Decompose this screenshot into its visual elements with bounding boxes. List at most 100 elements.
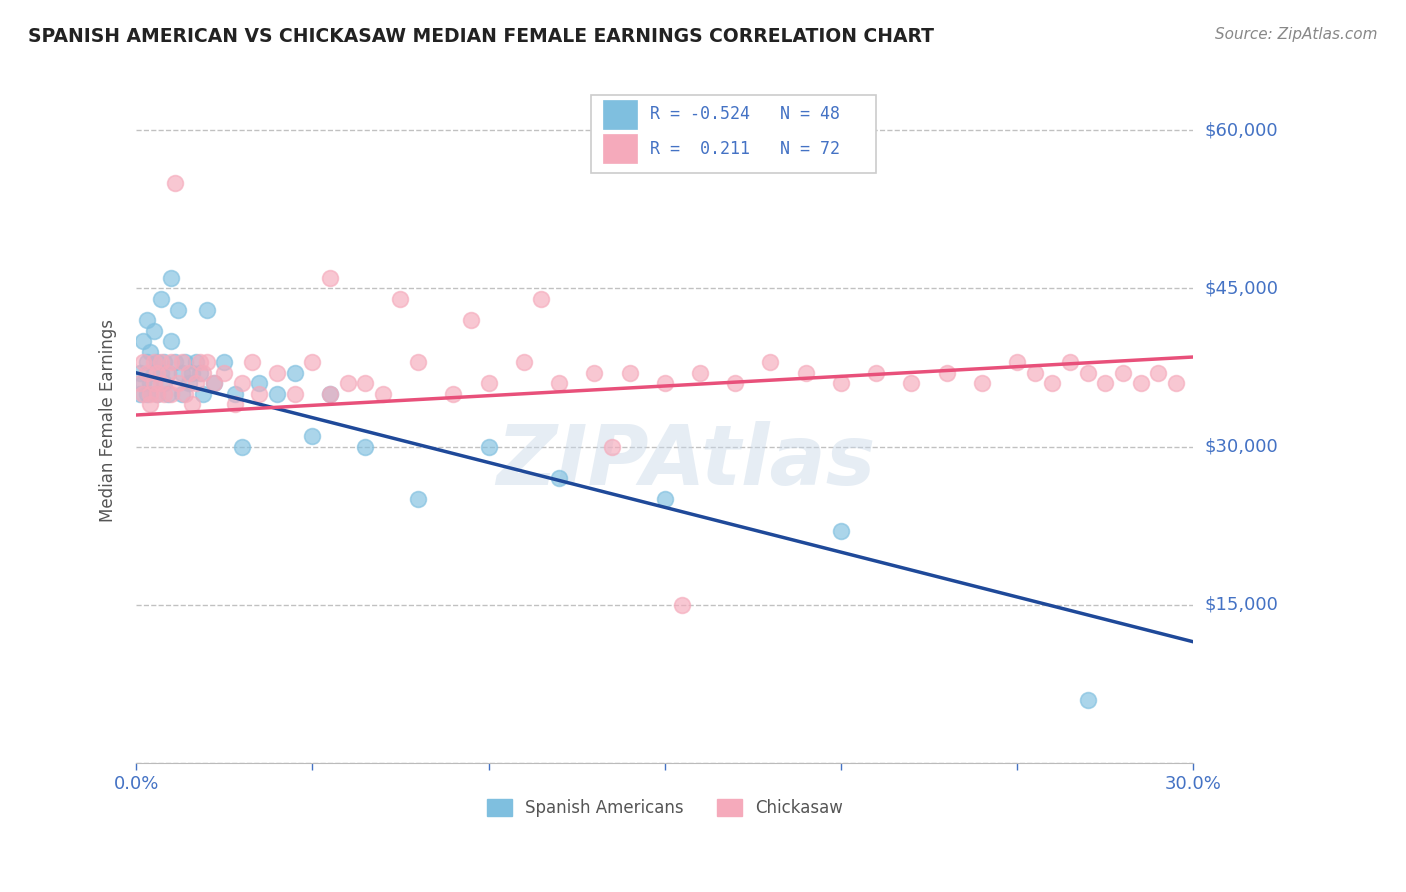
Point xyxy=(406,355,429,369)
Point xyxy=(163,176,186,190)
Point xyxy=(301,355,323,369)
Point xyxy=(142,355,165,369)
Point xyxy=(149,292,172,306)
Point xyxy=(191,366,214,380)
Point xyxy=(149,355,172,369)
Point xyxy=(139,376,162,391)
Point xyxy=(212,355,235,369)
Point xyxy=(548,471,571,485)
Point xyxy=(1077,693,1099,707)
Point xyxy=(619,366,641,380)
Point xyxy=(724,376,747,391)
FancyBboxPatch shape xyxy=(603,100,637,128)
Point xyxy=(935,366,957,380)
Point xyxy=(406,492,429,507)
Point xyxy=(195,355,218,369)
Text: ZIPAtlas: ZIPAtlas xyxy=(496,421,876,502)
Point xyxy=(160,271,183,285)
Point xyxy=(865,366,887,380)
Text: SPANISH AMERICAN VS CHICKASAW MEDIAN FEMALE EARNINGS CORRELATION CHART: SPANISH AMERICAN VS CHICKASAW MEDIAN FEM… xyxy=(28,27,934,45)
Point xyxy=(389,292,412,306)
Point xyxy=(202,376,225,391)
Point xyxy=(284,366,307,380)
Point xyxy=(156,366,179,380)
Point xyxy=(900,376,922,391)
Point xyxy=(266,366,288,380)
Point xyxy=(212,366,235,380)
Point xyxy=(249,376,271,391)
Point xyxy=(156,366,179,380)
Point xyxy=(671,598,693,612)
Point xyxy=(1147,366,1170,380)
Text: $15,000: $15,000 xyxy=(1205,596,1278,614)
Point xyxy=(142,324,165,338)
Point xyxy=(149,366,172,380)
Legend: Spanish Americans, Chickasaw: Spanish Americans, Chickasaw xyxy=(479,792,849,823)
Point xyxy=(600,440,623,454)
Point xyxy=(1094,376,1116,391)
Point xyxy=(153,376,176,391)
Point xyxy=(156,387,179,401)
Text: R =  0.211   N = 72: R = 0.211 N = 72 xyxy=(650,140,839,158)
Point xyxy=(177,376,200,391)
Point xyxy=(1024,366,1046,380)
Point xyxy=(830,376,852,391)
Point xyxy=(188,366,211,380)
Point xyxy=(1077,366,1099,380)
Point xyxy=(160,334,183,348)
Text: $30,000: $30,000 xyxy=(1205,438,1278,456)
Point xyxy=(970,376,993,391)
Point xyxy=(135,313,157,327)
Point xyxy=(132,334,155,348)
Point xyxy=(181,397,204,411)
Point xyxy=(181,366,204,380)
Point xyxy=(301,429,323,443)
Point xyxy=(548,376,571,391)
Point xyxy=(170,366,193,380)
Point xyxy=(128,376,150,391)
FancyBboxPatch shape xyxy=(591,95,876,173)
Point xyxy=(371,387,394,401)
Point xyxy=(153,387,176,401)
Point xyxy=(184,355,207,369)
Point xyxy=(139,344,162,359)
Point xyxy=(477,376,499,391)
Point xyxy=(139,387,162,401)
Point xyxy=(170,355,193,369)
Point xyxy=(1129,376,1152,391)
Point xyxy=(146,355,169,369)
Point xyxy=(1059,355,1081,369)
Text: Source: ZipAtlas.com: Source: ZipAtlas.com xyxy=(1215,27,1378,42)
Point xyxy=(132,355,155,369)
Point xyxy=(153,355,176,369)
Point xyxy=(354,440,377,454)
Point xyxy=(224,397,246,411)
Point xyxy=(1042,376,1064,391)
Point xyxy=(583,366,606,380)
Point xyxy=(242,355,264,369)
Point xyxy=(174,387,197,401)
Point xyxy=(224,387,246,401)
FancyBboxPatch shape xyxy=(603,135,637,163)
Point xyxy=(830,524,852,538)
Point xyxy=(184,376,207,391)
Point xyxy=(146,387,169,401)
Text: R = -0.524   N = 48: R = -0.524 N = 48 xyxy=(650,105,839,123)
Point xyxy=(149,376,172,391)
Point xyxy=(146,366,169,380)
Point xyxy=(231,376,253,391)
Point xyxy=(794,366,817,380)
Point xyxy=(135,366,157,380)
Point xyxy=(689,366,711,380)
Point xyxy=(188,355,211,369)
Point xyxy=(170,387,193,401)
Point xyxy=(177,366,200,380)
Point xyxy=(191,387,214,401)
Point xyxy=(135,387,157,401)
Point xyxy=(139,397,162,411)
Text: $45,000: $45,000 xyxy=(1205,279,1278,297)
Point xyxy=(1112,366,1135,380)
Point xyxy=(460,313,482,327)
Point xyxy=(654,376,676,391)
Point xyxy=(174,355,197,369)
